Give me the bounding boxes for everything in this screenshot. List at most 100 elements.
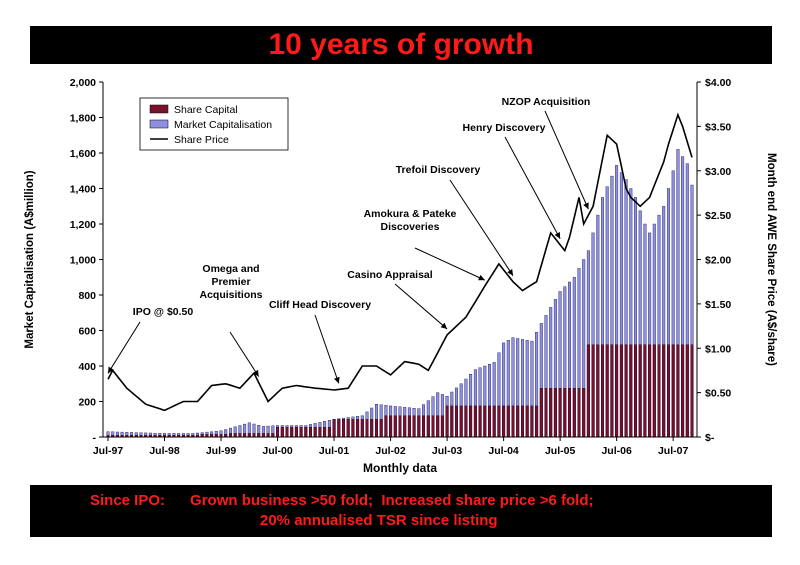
share-capital-bar xyxy=(412,415,416,438)
share-capital-bar xyxy=(459,405,463,438)
share-capital-bar xyxy=(290,427,294,438)
share-capital-bar xyxy=(351,419,355,438)
legend-swatch-share-capital xyxy=(149,104,169,114)
share-capital-bar xyxy=(582,388,586,438)
share-capital-bar xyxy=(615,344,619,438)
share-capital-bar xyxy=(511,405,515,438)
annotation-arrow xyxy=(414,247,485,281)
share-capital-bar xyxy=(624,344,628,438)
share-capital-bar xyxy=(591,344,595,438)
annotation-label: Omega and xyxy=(202,263,259,275)
bars-layer xyxy=(106,149,694,438)
annotation-arrow xyxy=(229,331,260,377)
footer-line-2: 20% annualised TSR since listing xyxy=(260,512,498,529)
share-capital-bar xyxy=(667,344,671,438)
footer-line-1: Since IPO: Grown business >50 fold; Incr… xyxy=(90,492,594,509)
growth-chart: - 200 400 600 800 1,000 1,200 1,400 1,600 1,800 2,… xyxy=(24,77,777,475)
annotation-label: Discoveries xyxy=(381,221,440,233)
title-banner: 10 years of growth xyxy=(30,26,772,64)
x-tick-label: Jul-04 xyxy=(488,445,519,457)
share-capital-bar xyxy=(309,427,313,438)
annotation-arrow xyxy=(544,110,589,210)
y2-tick-label: $2.50 xyxy=(705,210,731,222)
y2-tick-label: $1.00 xyxy=(705,343,731,355)
share-capital-bar xyxy=(360,419,364,438)
share-capital-bar xyxy=(407,415,411,438)
share-capital-bar xyxy=(257,433,261,438)
share-capital-bar xyxy=(318,427,322,438)
share-capital-bar xyxy=(332,419,336,438)
y-tick-label: 1,000 xyxy=(70,255,96,267)
share-capital-bar xyxy=(572,388,576,438)
share-capital-bar xyxy=(299,427,303,438)
share-capital-bar xyxy=(671,344,675,438)
share-capital-bar xyxy=(676,344,680,438)
y-tick-label: 1,400 xyxy=(70,184,96,196)
share-capital-bar xyxy=(643,344,647,438)
share-capital-bar xyxy=(662,344,666,438)
share-capital-bar xyxy=(657,344,661,438)
share-capital-bar xyxy=(327,427,331,438)
y-tick-label: - xyxy=(93,432,97,444)
share-capital-bar xyxy=(488,405,492,438)
share-capital-bar xyxy=(577,388,581,438)
share-capital-bar xyxy=(276,427,280,438)
y-tick-label: 1,800 xyxy=(70,113,96,125)
share-price-layer xyxy=(107,112,693,412)
share-capital-bar xyxy=(337,419,341,438)
share-capital-bar xyxy=(638,344,642,438)
share-capital-bar xyxy=(521,405,525,438)
x-axis-label: Monthly data xyxy=(363,461,437,475)
share-capital-bar xyxy=(586,344,590,438)
share-capital-bar xyxy=(502,405,506,438)
annotation-label: Trefoil Discovery xyxy=(396,164,481,176)
y-tick-label: 2,000 xyxy=(70,77,96,89)
x-tick-label: Jul-99 xyxy=(206,445,237,457)
share-capital-bar xyxy=(690,344,694,438)
share-price-line xyxy=(107,112,693,412)
arrow-head-icon xyxy=(252,369,259,377)
share-capital-bar xyxy=(544,388,548,438)
share-capital-bar xyxy=(370,419,374,438)
share-capital-bar xyxy=(605,344,609,438)
y2-tick-label: $2.00 xyxy=(705,255,731,267)
y2-tick-label: $- xyxy=(705,432,715,444)
share-capital-bar xyxy=(436,415,440,438)
legend-label: Market Capitalisation xyxy=(174,119,272,131)
share-capital-bar xyxy=(271,433,275,438)
share-capital-bar xyxy=(525,405,529,438)
y2-tick-label: $4.00 xyxy=(705,77,731,89)
share-capital-bar xyxy=(294,427,298,438)
x-tick-label: Jul-03 xyxy=(432,445,463,457)
share-capital-bar xyxy=(445,405,449,438)
y-tick-label: 1,200 xyxy=(70,219,96,231)
share-capital-bar xyxy=(323,427,327,438)
arrow-head-icon xyxy=(583,202,589,210)
annotation-label: Acquisitions xyxy=(199,289,262,301)
share-capital-bar xyxy=(266,433,270,438)
y-tick-label: 600 xyxy=(78,326,96,338)
y-tick-label: 200 xyxy=(78,397,96,409)
y2-tick-label: $1.50 xyxy=(705,299,731,311)
y-axis-label: Market Capitalisation (A$million) xyxy=(24,170,36,348)
share-capital-bar xyxy=(389,415,393,438)
annotation-label: Cliff Head Discovery xyxy=(269,299,371,311)
share-capital-bar xyxy=(596,344,600,438)
share-capital-bar xyxy=(464,405,468,438)
share-capital-bar xyxy=(228,433,232,438)
annotation-label: IPO @ $0.50 xyxy=(133,306,194,318)
legend-label: Share Capital xyxy=(174,104,238,116)
share-capital-bar xyxy=(629,344,633,438)
share-capital-bar xyxy=(365,419,369,438)
arrow-head-icon xyxy=(334,376,340,384)
share-capital-bar xyxy=(403,415,407,438)
annotation-label: Henry Discovery xyxy=(463,122,546,134)
x-tick-label: Jul-06 xyxy=(601,445,632,457)
legend-swatch-market-cap xyxy=(149,119,169,129)
share-capital-bar xyxy=(492,405,496,438)
share-capital-bar xyxy=(304,427,308,438)
x-tick-label: Jul-98 xyxy=(149,445,180,457)
annotation-arrow xyxy=(394,283,448,330)
legend: Share Capital Market Capitalisation Share … xyxy=(139,97,289,151)
